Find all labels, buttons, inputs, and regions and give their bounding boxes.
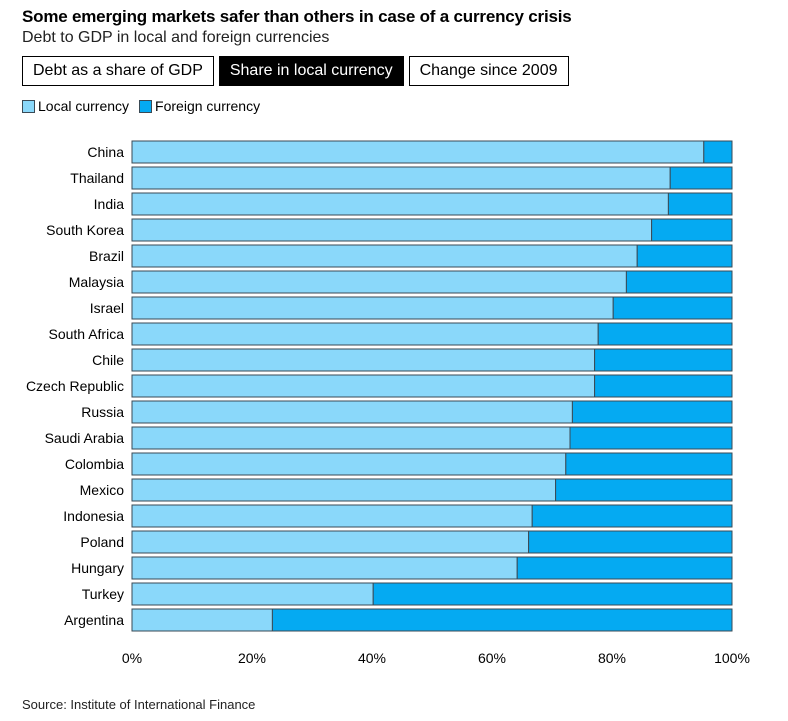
chart-subtitle: Debt to GDP in local and foreign currenc… xyxy=(22,29,330,46)
bar-foreign-mexico xyxy=(555,478,733,502)
bar-foreign-china xyxy=(703,140,733,164)
bar-foreign-south-korea xyxy=(651,218,733,242)
x-tick-label: 60% xyxy=(478,650,506,666)
bar-foreign-chile xyxy=(594,348,733,372)
x-tick-label: 0% xyxy=(122,650,142,666)
x-tick-label: 40% xyxy=(358,650,386,666)
bar-local-indonesia xyxy=(131,504,533,528)
bar-local-mexico xyxy=(131,478,557,502)
category-label-chile: Chile xyxy=(92,352,124,368)
bar-foreign-indonesia xyxy=(531,504,733,528)
bar-foreign-india xyxy=(667,192,733,216)
bar-local-russia xyxy=(131,400,573,424)
category-label-brazil: Brazil xyxy=(89,248,124,264)
bar-foreign-thailand xyxy=(669,166,733,190)
legend-label-local: Local currency xyxy=(38,98,130,114)
bar-local-colombia xyxy=(131,452,567,476)
bar-local-malaysia xyxy=(131,270,627,294)
source-note: Source: Institute of International Finan… xyxy=(22,697,256,712)
tab-change-since-2009[interactable]: Change since 2009 xyxy=(408,56,569,86)
bar-local-saudi-arabia xyxy=(131,426,571,450)
category-label-thailand: Thailand xyxy=(70,170,124,186)
tab-debt-share-gdp[interactable]: Debt as a share of GDP xyxy=(22,56,214,86)
stacked-bar-chart: China Thailand India South Korea Brazil Malay… xyxy=(26,140,750,666)
bar-local-poland xyxy=(131,530,530,554)
bar-local-hungary xyxy=(131,556,518,580)
bar-local-turkey xyxy=(131,582,374,606)
chart-legend: Local currency Foreign currency xyxy=(22,98,270,114)
bar-local-south-korea xyxy=(131,218,653,242)
category-label-south-africa: South Africa xyxy=(49,326,125,342)
bar-local-brazil xyxy=(131,244,638,268)
bar-foreign-malaysia xyxy=(625,270,733,294)
x-tick-label: 100% xyxy=(714,650,750,666)
bar-local-china xyxy=(131,140,705,164)
legend-item-foreign: Foreign currency xyxy=(139,98,260,114)
category-label-india: India xyxy=(94,196,125,212)
bar-foreign-poland xyxy=(528,530,733,554)
category-label-poland: Poland xyxy=(80,534,124,550)
bar-foreign-south-africa xyxy=(597,322,733,346)
category-label-czech-republic: Czech Republic xyxy=(26,378,124,394)
bar-local-india xyxy=(131,192,669,216)
bar-foreign-brazil xyxy=(636,244,733,268)
category-label-argentina: Argentina xyxy=(64,612,124,628)
legend-item-local: Local currency xyxy=(22,98,129,114)
legend-swatch-local xyxy=(22,99,35,113)
category-label-israel: Israel xyxy=(90,300,124,316)
category-label-mexico: Mexico xyxy=(80,482,125,498)
category-label-saudi-arabia: Saudi Arabia xyxy=(45,430,125,446)
category-label-indonesia: Indonesia xyxy=(63,508,124,524)
bar-local-czech-republic xyxy=(131,374,596,398)
x-tick-label: 80% xyxy=(598,650,626,666)
legend-swatch-foreign xyxy=(139,99,153,113)
bar-local-israel xyxy=(131,296,614,320)
category-label-turkey: Turkey xyxy=(82,586,124,602)
chart-title: Some emerging markets safer than others … xyxy=(22,7,572,26)
tab-share-local-currency[interactable]: Share in local currency xyxy=(218,56,404,86)
bar-foreign-colombia xyxy=(565,452,733,476)
bar-foreign-russia xyxy=(571,400,733,424)
category-label-malaysia: Malaysia xyxy=(69,274,124,290)
category-label-south-korea: South Korea xyxy=(46,222,124,238)
bar-local-argentina xyxy=(131,608,273,632)
bar-foreign-turkey xyxy=(372,582,733,606)
bar-foreign-saudi-arabia xyxy=(569,426,733,450)
category-label-china: China xyxy=(87,144,124,160)
bar-foreign-czech-republic xyxy=(594,374,733,398)
x-tick-label: 20% xyxy=(238,650,266,666)
bar-foreign-argentina xyxy=(271,608,733,632)
category-label-colombia: Colombia xyxy=(65,456,124,472)
bar-foreign-hungary xyxy=(516,556,733,580)
category-label-hungary: Hungary xyxy=(71,560,124,576)
bar-foreign-israel xyxy=(612,296,733,320)
legend-label-foreign: Foreign currency xyxy=(155,98,261,114)
bar-local-south-africa xyxy=(131,322,599,346)
bar-local-thailand xyxy=(131,166,671,190)
bar-local-chile xyxy=(131,348,596,372)
category-label-russia: Russia xyxy=(81,404,124,420)
view-tabs: Debt as a share of GDP Share in local cu… xyxy=(22,56,569,86)
